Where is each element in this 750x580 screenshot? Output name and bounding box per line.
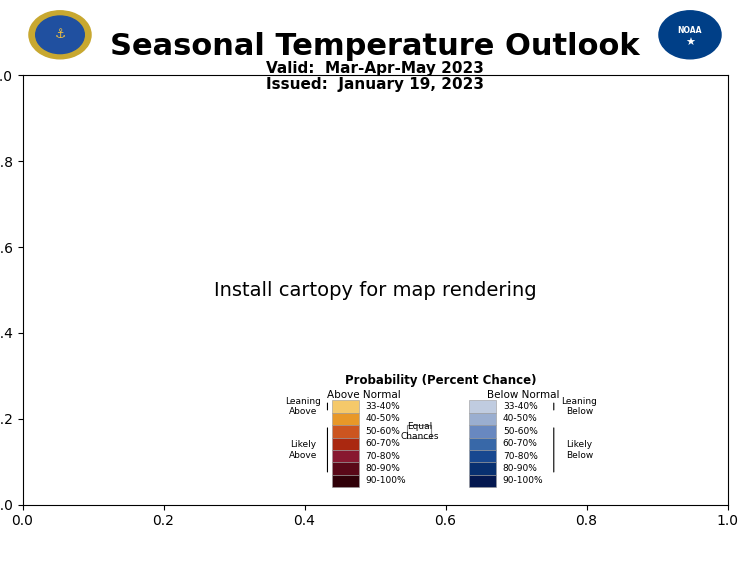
Text: 70-80%: 70-80% (503, 452, 538, 461)
Bar (332, 413, 359, 425)
Bar (470, 413, 496, 425)
Bar (470, 450, 496, 462)
Text: 60-70%: 60-70% (503, 439, 538, 448)
Bar (332, 400, 359, 413)
Bar (470, 425, 496, 437)
Text: 70-80%: 70-80% (366, 452, 400, 461)
Text: Valid:  Mar-Apr-May 2023: Valid: Mar-Apr-May 2023 (266, 61, 484, 76)
Text: 33-40%: 33-40% (503, 402, 538, 411)
Text: ★: ★ (685, 38, 695, 48)
Bar (332, 437, 359, 450)
Wedge shape (36, 16, 84, 53)
Bar (332, 425, 359, 437)
Bar (332, 450, 359, 462)
Text: Leaning
Above: Leaning Above (286, 397, 322, 416)
Bar (332, 475, 359, 487)
Text: Equal
Chances: Equal Chances (400, 422, 439, 441)
Text: Likely
Above: Likely Above (290, 440, 318, 459)
Text: Seasonal Temperature Outlook: Seasonal Temperature Outlook (110, 32, 640, 61)
Wedge shape (29, 11, 91, 59)
Text: 40-50%: 40-50% (366, 415, 400, 423)
Text: Probability (Percent Chance): Probability (Percent Chance) (345, 374, 536, 387)
Bar (332, 462, 359, 475)
Bar (470, 462, 496, 475)
Text: Leaning
Below: Leaning Below (561, 397, 597, 416)
Text: Above Normal: Above Normal (327, 390, 401, 400)
Bar (407, 425, 431, 437)
Bar (470, 475, 496, 487)
Text: Likely
Below: Likely Below (566, 440, 593, 459)
Text: 40-50%: 40-50% (503, 415, 538, 423)
Text: 90-100%: 90-100% (366, 476, 407, 485)
Text: Below Normal: Below Normal (488, 390, 560, 400)
Text: 50-60%: 50-60% (366, 427, 400, 436)
Text: ⚓: ⚓ (54, 28, 66, 41)
Text: 50-60%: 50-60% (503, 427, 538, 436)
Wedge shape (659, 11, 721, 59)
Text: NOAA: NOAA (678, 26, 702, 35)
Text: 80-90%: 80-90% (503, 464, 538, 473)
Text: Issued:  January 19, 2023: Issued: January 19, 2023 (266, 77, 484, 92)
Text: Install cartopy for map rendering: Install cartopy for map rendering (214, 281, 536, 299)
Text: 90-100%: 90-100% (503, 476, 544, 485)
Bar (470, 437, 496, 450)
Text: 80-90%: 80-90% (366, 464, 400, 473)
Text: 33-40%: 33-40% (366, 402, 400, 411)
Bar (470, 400, 496, 413)
Text: 60-70%: 60-70% (366, 439, 400, 448)
